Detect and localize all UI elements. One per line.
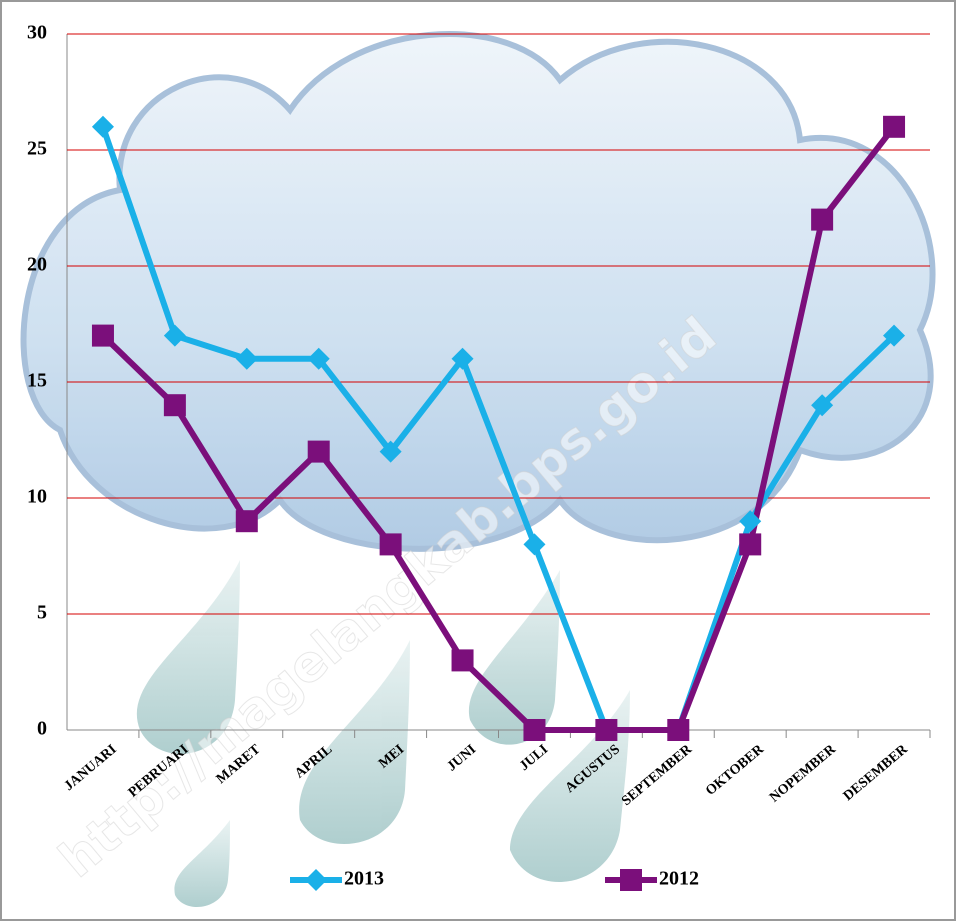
point xyxy=(379,440,402,463)
point xyxy=(307,347,330,370)
point xyxy=(595,719,618,741)
point xyxy=(883,115,906,138)
y-tick-label: 20 xyxy=(27,254,47,276)
point xyxy=(91,115,114,138)
point xyxy=(523,533,546,556)
point xyxy=(667,719,690,741)
y-tick-label: 30 xyxy=(27,22,47,44)
point xyxy=(91,324,114,347)
point xyxy=(739,510,762,533)
point xyxy=(811,394,834,417)
legend-marker xyxy=(620,869,642,891)
y-tick-label: 15 xyxy=(27,370,47,392)
point xyxy=(883,324,906,347)
point xyxy=(451,649,474,672)
point xyxy=(379,533,402,556)
point xyxy=(523,719,546,741)
point xyxy=(235,510,258,533)
legend-marker xyxy=(305,869,327,891)
legend-label: 2012 xyxy=(659,868,699,890)
point xyxy=(739,533,762,556)
series-line xyxy=(100,124,897,733)
y-tick-label: 0 xyxy=(37,718,47,740)
y-tick-label: 25 xyxy=(27,138,47,160)
legend-label: 2013 xyxy=(344,868,384,890)
point xyxy=(307,440,330,463)
point xyxy=(235,347,258,370)
point xyxy=(811,208,834,231)
point xyxy=(163,324,186,347)
y-tick-label: 5 xyxy=(37,602,47,624)
point xyxy=(451,347,474,370)
point xyxy=(163,394,186,417)
y-tick-label: 10 xyxy=(27,486,47,508)
